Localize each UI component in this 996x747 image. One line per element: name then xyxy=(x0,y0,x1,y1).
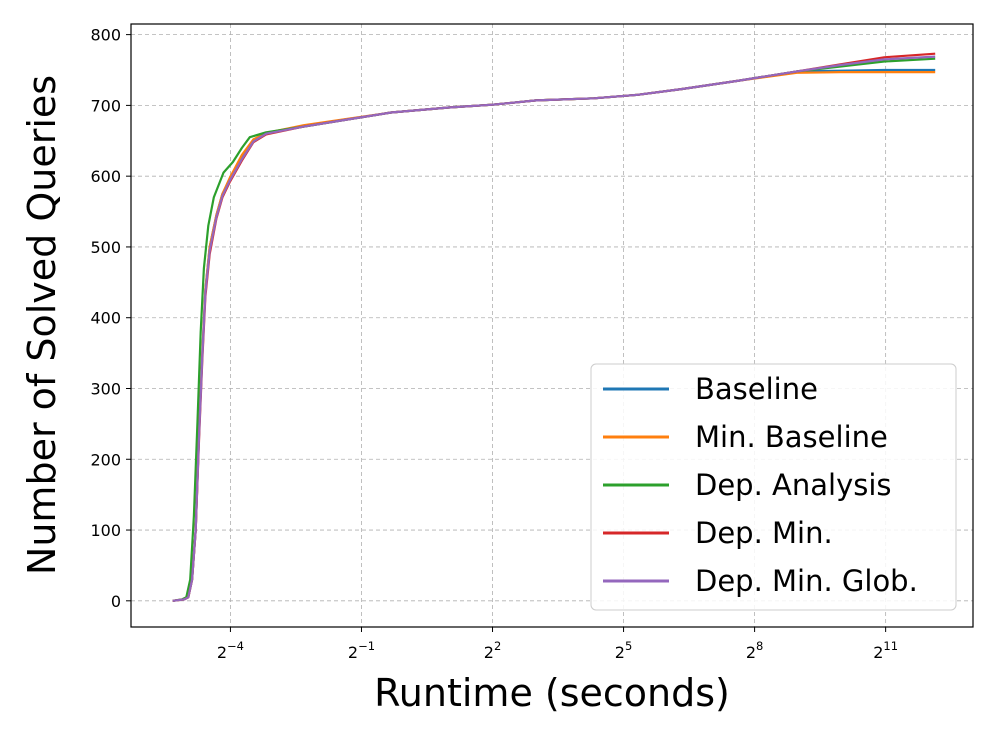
y-tick-label: 400 xyxy=(90,309,121,328)
y-tick-label: 200 xyxy=(90,450,121,469)
legend-label: Dep. Min. xyxy=(695,516,833,550)
series-line-5 xyxy=(172,55,936,602)
y-axis-title: Number of Solved Queries xyxy=(20,75,64,575)
legend-box xyxy=(590,363,957,611)
legend-label: Dep. Analysis xyxy=(695,468,892,502)
x-tick-label: 2−4 xyxy=(217,639,244,662)
legend-label: Baseline xyxy=(695,372,818,406)
plot-frame xyxy=(130,23,974,628)
y-tick-label: 600 xyxy=(90,167,121,186)
x-tick-label: 22 xyxy=(484,639,502,662)
y-tick-label: 500 xyxy=(90,238,121,257)
y-tick-label: 0 xyxy=(111,592,121,611)
x-tick-label: 28 xyxy=(746,639,764,662)
x-axis-title: Runtime (seconds) xyxy=(374,671,730,715)
y-tick-label: 700 xyxy=(90,96,121,115)
x-tick-label: 25 xyxy=(615,639,633,662)
legend: Baseline Min. Baseline Dep. Analysis Dep. M… xyxy=(590,363,957,611)
legend-label: Dep. Min. Glob. xyxy=(695,564,918,598)
y-tick-label: 800 xyxy=(90,26,121,45)
legend-label: Min. Baseline xyxy=(695,420,888,454)
x-tick-label: 2−1 xyxy=(348,639,375,662)
series-lines xyxy=(172,52,936,602)
y-tick-label: 100 xyxy=(90,521,121,540)
x-tick-label: 211 xyxy=(873,639,898,662)
axis-ticks: 0 100 200 300 400 500 600 700 800 2−4 2−1 22 25 28 211 xyxy=(90,26,898,662)
y-tick-label: 300 xyxy=(90,379,121,398)
grid xyxy=(131,24,973,627)
